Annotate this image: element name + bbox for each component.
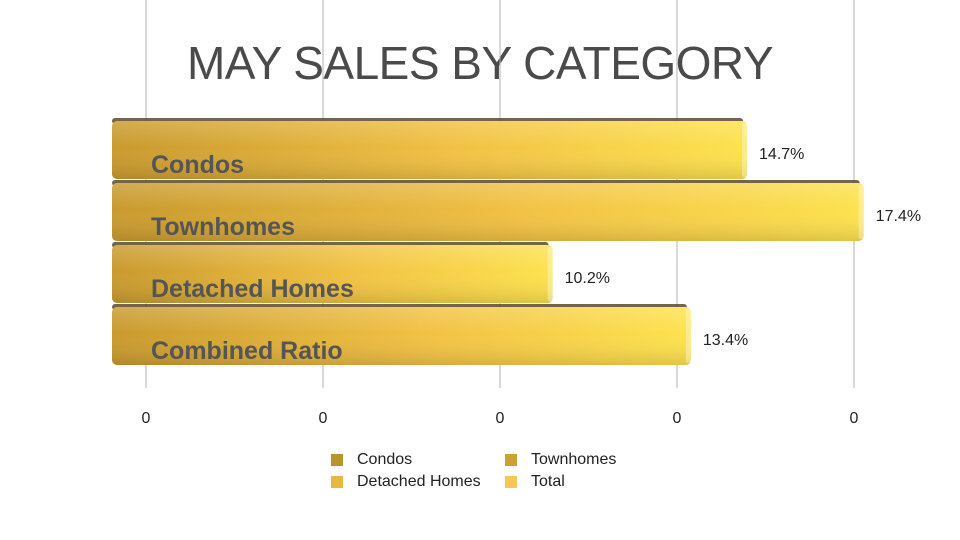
legend-swatch <box>331 476 343 488</box>
category-label: Condos <box>151 151 244 179</box>
x-tick-label: 0 <box>496 410 505 427</box>
legend-item: Townhomes <box>505 451 651 469</box>
legend-label: Total <box>531 473 565 490</box>
data-label: 14.7% <box>759 146 804 163</box>
data-label: 10.2% <box>565 270 610 287</box>
legend-label: Townhomes <box>531 451 617 468</box>
legend-swatch <box>331 454 343 466</box>
legend-label: Detached Homes <box>357 473 481 490</box>
x-tick-label: 0 <box>142 410 151 427</box>
bar-shading <box>112 121 748 179</box>
category-label: Detached Homes <box>151 275 354 303</box>
category-label: Townhomes <box>151 213 295 241</box>
bar-shading <box>112 183 864 241</box>
legend-swatch <box>505 476 517 488</box>
data-label: 17.4% <box>876 208 921 225</box>
x-tick-label: 0 <box>850 410 859 427</box>
chart-legend: Condos Townhomes Detached Homes Total <box>331 451 651 491</box>
legend-item: Detached Homes <box>331 473 505 491</box>
bar-group: Condos 14.7% <box>112 118 804 179</box>
bar-shading <box>112 307 691 365</box>
bar-group: Detached Homes 10.2% <box>112 242 610 303</box>
legend-item: Total <box>505 473 651 491</box>
bar-group: Townhomes 17.4% <box>112 180 921 241</box>
chart-title: MAY SALES BY CATEGORY <box>186 37 774 89</box>
x-tick-label: 0 <box>319 410 328 427</box>
category-label: Combined Ratio <box>151 337 343 365</box>
bar-end-highlight <box>685 309 691 363</box>
data-label: 13.4% <box>703 332 748 349</box>
x-tick-label: 0 <box>673 410 682 427</box>
legend-label: Condos <box>357 451 413 468</box>
bar-shading <box>112 245 553 303</box>
bar-end-highlight <box>742 123 748 177</box>
bar-end-highlight <box>858 185 864 239</box>
bar-group: Combined Ratio 13.4% <box>112 304 748 365</box>
legend-swatch <box>505 454 517 466</box>
bar-end-highlight <box>547 247 553 301</box>
legend-item: Condos <box>331 451 505 469</box>
